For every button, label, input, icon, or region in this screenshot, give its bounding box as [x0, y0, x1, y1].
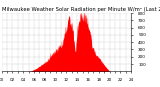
- Text: Milwaukee Weather Solar Radiation per Minute W/m² (Last 24 Hours): Milwaukee Weather Solar Radiation per Mi…: [2, 7, 160, 12]
